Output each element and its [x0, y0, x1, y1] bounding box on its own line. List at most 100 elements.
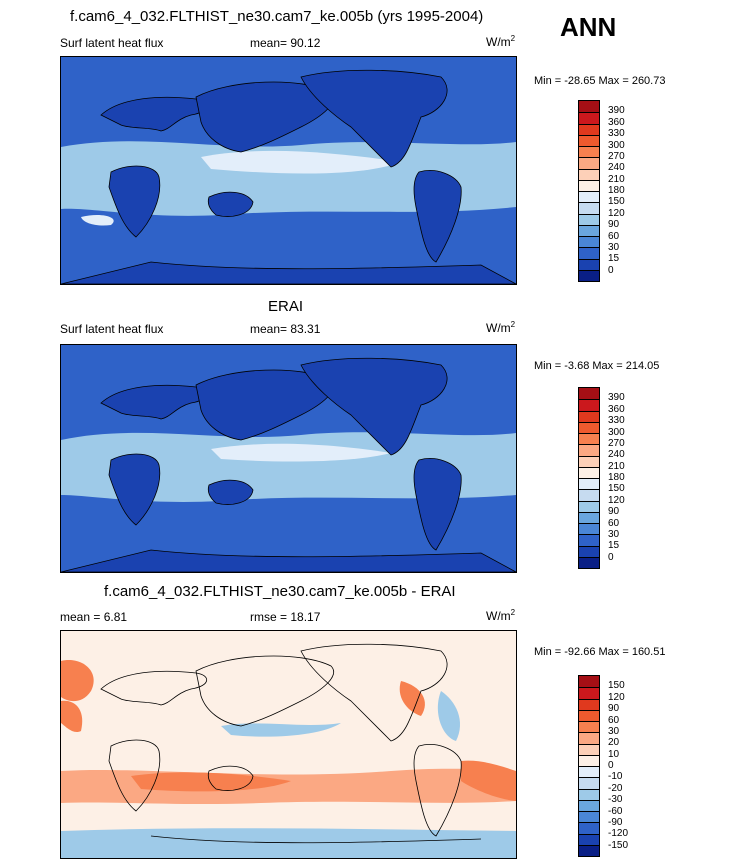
colorbar-swatch: [579, 258, 599, 270]
colorbar-swatch: [579, 269, 599, 281]
colorbar-tick-label: 120: [608, 207, 625, 219]
panel-2-colorbar: [578, 387, 600, 569]
colorbar-tick-label: -10: [608, 771, 623, 783]
colorbar-swatch: [579, 433, 599, 445]
colorbar-swatch: [579, 146, 599, 158]
panel-1-minmax: Min = -28.65 Max = 260.73: [534, 75, 666, 87]
colorbar-tick-label: 240: [608, 162, 625, 174]
colorbar-tick-label: 180: [608, 185, 625, 196]
colorbar-swatch: [579, 236, 599, 248]
colorbar-swatch: [579, 134, 599, 146]
colorbar-swatch: [579, 788, 599, 800]
panel-3-colorbar: [578, 675, 600, 857]
colorbar-swatch: [579, 523, 599, 535]
colorbar-swatch: [579, 743, 599, 755]
colorbar-tick-label: 210: [608, 460, 625, 472]
panel-1-map-svg: [61, 57, 516, 284]
panel-1-mean-label: mean= 90.12: [250, 36, 321, 50]
colorbar-swatch: [579, 213, 599, 225]
colorbar-tick-label: 300: [608, 139, 625, 151]
colorbar-swatch: [579, 179, 599, 191]
colorbar-swatch: [579, 421, 599, 433]
colorbar-tick-label: 10: [608, 748, 620, 760]
colorbar-tick-label: 330: [608, 128, 625, 140]
colorbar-swatch: [579, 811, 599, 823]
colorbar-tick-label: 210: [608, 173, 625, 185]
colorbar-tick-label: 240: [608, 449, 625, 461]
colorbar-swatch: [579, 799, 599, 811]
colorbar-swatch: [579, 202, 599, 214]
colorbar-swatch: [579, 112, 599, 124]
colorbar-swatch: [579, 410, 599, 422]
colorbar-swatch: [579, 754, 599, 766]
colorbar-tick-label: 330: [608, 415, 625, 427]
panel-2-map-svg: [61, 345, 516, 572]
colorbar-swatch: [579, 822, 599, 834]
colorbar-tick-label: 0: [608, 264, 614, 276]
panel-3-units: W/m2: [486, 608, 516, 623]
colorbar-swatch: [579, 455, 599, 467]
colorbar-swatch: [579, 698, 599, 710]
panel-1-units: W/m2: [486, 34, 516, 49]
colorbar-tick-label: 120: [608, 691, 625, 703]
colorbar-tick-label: 300: [608, 426, 625, 438]
colorbar-tick-label: 390: [608, 105, 625, 117]
panel-1-variable-label: Surf latent heat flux: [60, 36, 164, 50]
colorbar-tick-label: 150: [608, 483, 625, 495]
panel-2-variable-label: Surf latent heat flux: [60, 322, 164, 336]
colorbar-swatch: [579, 168, 599, 180]
panel-3-rmse-label: rmse = 18.17: [250, 610, 321, 624]
colorbar-swatch: [579, 191, 599, 203]
colorbar-tick-label: 90: [608, 703, 620, 715]
colorbar-tick-label: -20: [608, 782, 623, 794]
colorbar-tick-label: 90: [608, 219, 620, 231]
panel-1-colorbar: [578, 100, 600, 282]
panel-3-map-svg: [61, 631, 516, 858]
colorbar-tick-label: 270: [608, 150, 625, 162]
colorbar-swatch: [579, 247, 599, 259]
panel-2-map: [60, 344, 517, 573]
colorbar-tick-label: 30: [608, 528, 620, 540]
colorbar-swatch: [579, 833, 599, 845]
colorbar-swatch: [579, 709, 599, 721]
panel-2-units: W/m2: [486, 320, 516, 335]
colorbar-tick-label: 15: [608, 253, 620, 265]
colorbar-tick-label: -90: [608, 816, 623, 828]
colorbar-tick-label: 150: [608, 196, 625, 208]
colorbar-swatch: [579, 500, 599, 512]
colorbar-tick-label: 0: [608, 551, 614, 563]
colorbar-tick-label: 180: [608, 472, 625, 483]
colorbar-tick-label: -150: [608, 839, 629, 851]
colorbar-tick-label: 30: [608, 725, 620, 737]
panel-2-mean-label: mean= 83.31: [250, 322, 321, 336]
colorbar-tick-label: 30: [608, 241, 620, 253]
colorbar-swatch: [579, 399, 599, 411]
colorbar-swatch: [579, 545, 599, 557]
colorbar-tick-label: 20: [608, 737, 620, 749]
panel-2-colorbar-labels: 390 360 330 300 270 240 210 180 150 120 90 60 30 15 0: [608, 387, 648, 569]
colorbar-tick-label: -60: [608, 805, 623, 817]
colorbar-swatch: [579, 101, 599, 113]
colorbar-tick-label: 150: [608, 680, 625, 692]
colorbar-swatch: [579, 466, 599, 478]
colorbar-swatch: [579, 157, 599, 169]
panel-3-map: [60, 630, 517, 859]
colorbar-swatch: [579, 489, 599, 501]
panel-1-colorbar-labels: 390 360 330 300 270 240 210 180 150 120 90 60 30 15 0: [608, 100, 648, 282]
colorbar-tick-label: 60: [608, 230, 620, 242]
panel-2-minmax: Min = -3.68 Max = 214.05: [534, 360, 660, 372]
panel-3-mean-label: mean = 6.81: [60, 610, 128, 624]
colorbar-swatch: [579, 511, 599, 523]
colorbar-swatch: [579, 777, 599, 789]
colorbar-tick-label: 360: [608, 116, 625, 128]
colorbar-tick-label: -120: [608, 828, 629, 840]
colorbar-swatch: [579, 844, 599, 856]
colorbar-tick-label: 0: [608, 760, 614, 771]
colorbar-swatch: [579, 676, 599, 688]
colorbar-swatch: [579, 534, 599, 546]
panel-1-title: f.cam6_4_032.FLTHIST_ne30.cam7_ke.005b (…: [70, 8, 484, 25]
panel-2-title: ERAI: [268, 298, 304, 315]
colorbar-swatch: [579, 687, 599, 699]
colorbar-swatch: [579, 444, 599, 456]
colorbar-swatch: [579, 732, 599, 744]
